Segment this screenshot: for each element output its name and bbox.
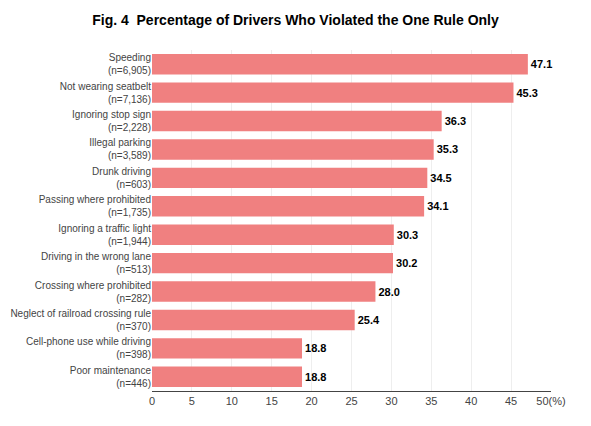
svg-text:30.3: 30.3 — [397, 229, 418, 241]
svg-text:30.2: 30.2 — [396, 257, 417, 269]
svg-text:Cell-phone use while driving(n: Cell-phone use while driving(n=398) — [26, 336, 151, 360]
svg-text:18.8: 18.8 — [305, 371, 326, 383]
svg-text:10: 10 — [226, 395, 238, 407]
svg-text:47.1: 47.1 — [531, 58, 552, 70]
svg-text:34.5: 34.5 — [430, 172, 451, 184]
svg-text:15: 15 — [266, 395, 278, 407]
svg-text:36.3: 36.3 — [445, 115, 466, 127]
svg-text:Ignoring stop sign(n=2,228): Ignoring stop sign(n=2,228) — [72, 109, 151, 133]
svg-text:18.8: 18.8 — [305, 342, 326, 354]
svg-text:45: 45 — [505, 395, 517, 407]
svg-text:34.1: 34.1 — [427, 200, 448, 212]
svg-text:Speeding(n=6,905): Speeding(n=6,905) — [108, 52, 151, 76]
svg-text:30: 30 — [385, 395, 397, 407]
svg-text:0: 0 — [149, 395, 155, 407]
svg-text:25: 25 — [345, 395, 357, 407]
svg-text:20: 20 — [305, 395, 317, 407]
svg-text:Crossing where prohibited(n=28: Crossing where prohibited(n=282) — [35, 280, 151, 304]
svg-text:Illegal parking(n=3,589): Illegal parking(n=3,589) — [89, 137, 151, 161]
svg-text:Poor maintenance(n=446): Poor maintenance(n=446) — [70, 365, 152, 389]
svg-text:Driving in the wrong lane(n=51: Driving in the wrong lane(n=513) — [41, 251, 151, 275]
svg-text:45.3: 45.3 — [516, 87, 537, 99]
svg-text:28.0: 28.0 — [378, 286, 399, 298]
svg-text:35.3: 35.3 — [437, 143, 458, 155]
svg-text:Fig. 4 Percentage of Drivers: Fig. 4 Percentage of Drivers Who Violate… — [92, 12, 499, 28]
svg-text:Ignoring a traffic light(n=1,9: Ignoring a traffic light(n=1,944) — [58, 223, 151, 247]
svg-text:Not wearing seatbelt(n=7,136): Not wearing seatbelt(n=7,136) — [60, 81, 151, 105]
svg-text:Neglect of railroad crossing r: Neglect of railroad crossing rule(n=370) — [10, 308, 151, 332]
svg-text:35: 35 — [425, 395, 437, 407]
svg-text:Drunk driving(n=603): Drunk driving(n=603) — [92, 166, 151, 190]
svg-text:50(%): 50(%) — [536, 395, 565, 407]
svg-text:Passing where prohibited(n=1,7: Passing where prohibited(n=1,735) — [39, 194, 151, 218]
svg-text:40: 40 — [465, 395, 477, 407]
svg-text:5: 5 — [189, 395, 195, 407]
svg-text:25.4: 25.4 — [358, 314, 380, 326]
